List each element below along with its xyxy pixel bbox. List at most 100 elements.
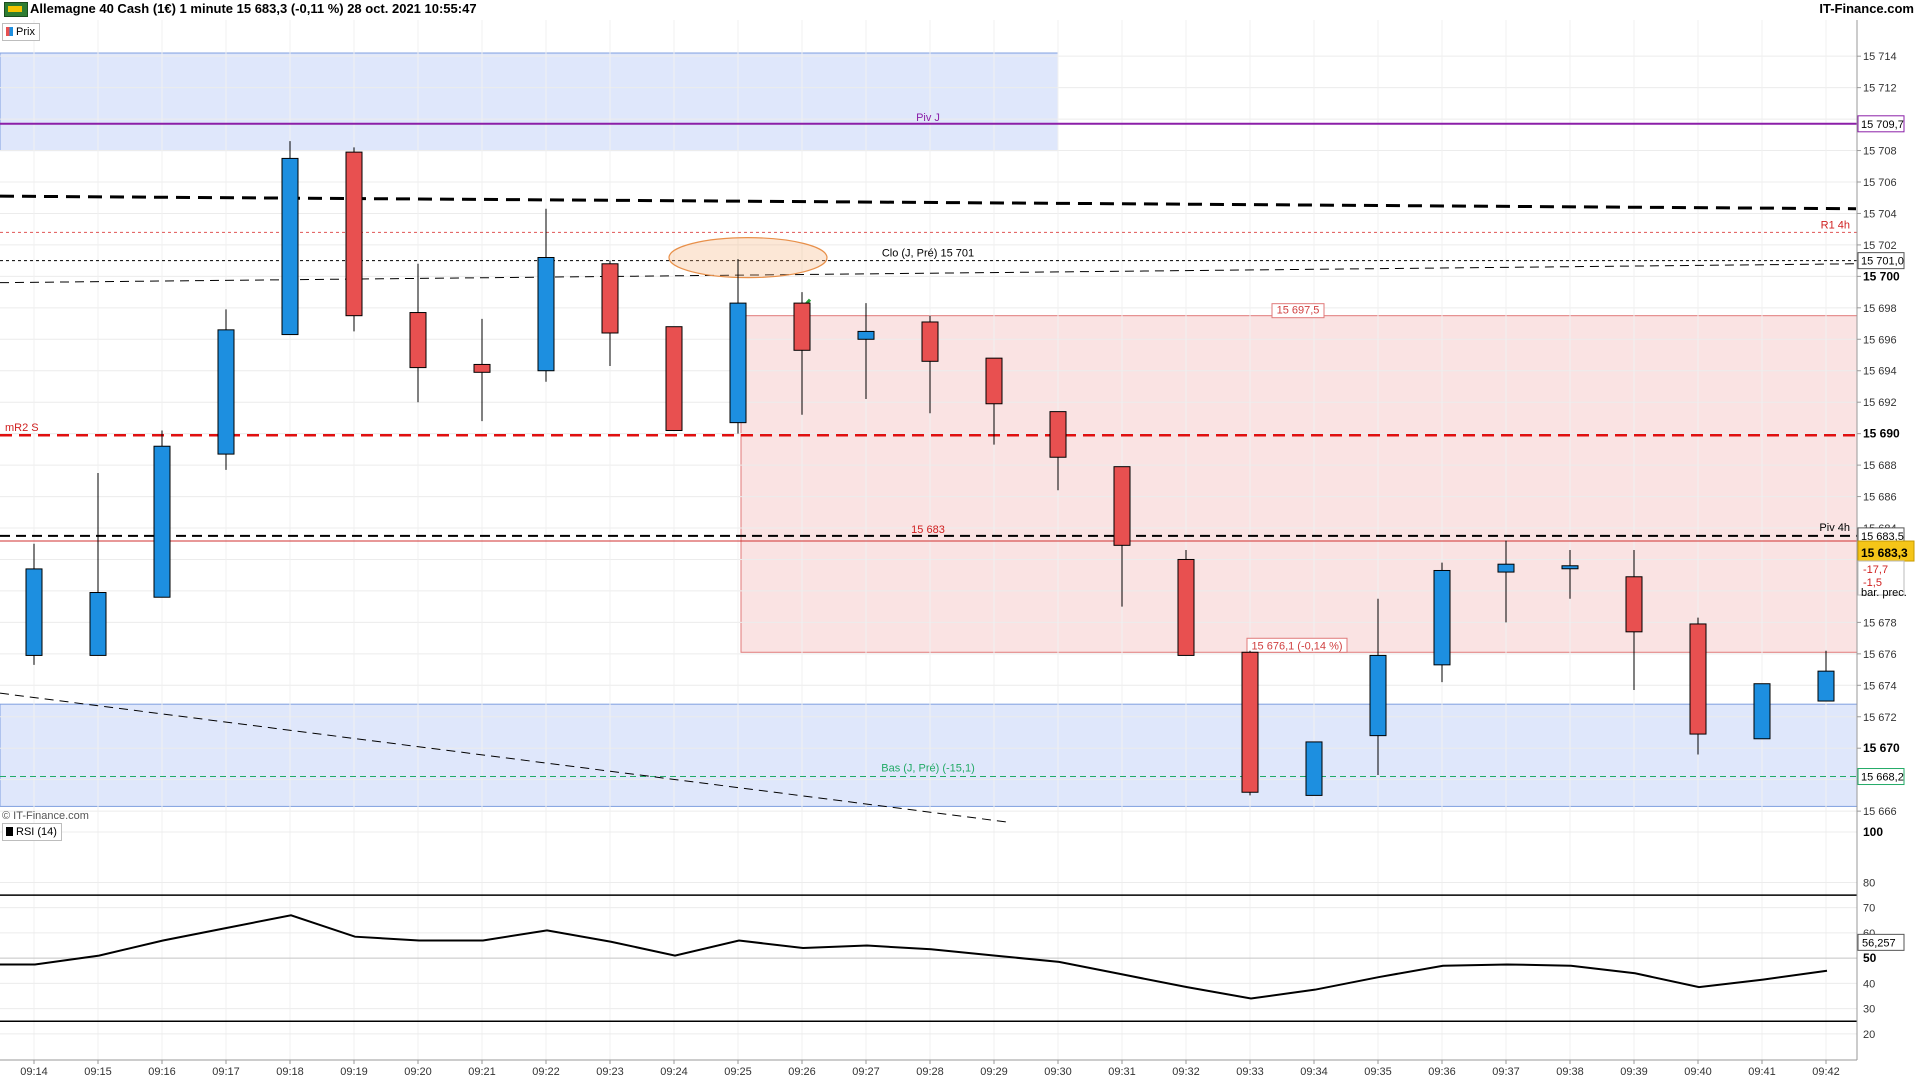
candle xyxy=(1241,650,1259,796)
candle-body xyxy=(793,302,811,351)
time-tick-label: 09:15 xyxy=(84,1066,112,1078)
candle xyxy=(1753,683,1771,740)
candle xyxy=(25,543,43,665)
time-tick-label: 09:26 xyxy=(788,1066,816,1078)
change-prev-label: bar. prec. xyxy=(1861,587,1907,599)
candle-body xyxy=(1113,466,1131,546)
price-tick-label: 15 702 xyxy=(1863,240,1897,252)
rsi-legend-icon xyxy=(6,827,13,836)
price-tick-label: 15 698 xyxy=(1863,303,1897,315)
price-legend[interactable]: Prix xyxy=(2,23,40,41)
candle-body xyxy=(1241,651,1259,793)
r1-4h-label: R1 4h xyxy=(1821,219,1850,231)
time-axis: 09:14 09:15 09:16 09:17 09:18 09:19 09:20 09:21… xyxy=(0,1059,1857,1078)
candle-body xyxy=(1689,623,1707,735)
candle xyxy=(1497,540,1515,623)
price-tick-label: 15 706 xyxy=(1863,177,1897,189)
change-box xyxy=(1857,560,1905,596)
candle xyxy=(537,208,555,382)
clo-axis-tag: 15 701,0 xyxy=(1861,256,1904,268)
blue-zone-upper xyxy=(0,52,1059,152)
rsi-tick-label: 80 xyxy=(1863,877,1875,889)
time-tick-label: 09:38 xyxy=(1556,1066,1584,1078)
rsi-tick-label: 30 xyxy=(1863,1004,1875,1016)
candle xyxy=(1113,466,1131,607)
price-tick-label: 15 688 xyxy=(1863,460,1897,472)
candle-body xyxy=(1561,565,1579,570)
time-tick-label: 09:34 xyxy=(1300,1066,1328,1078)
candle xyxy=(281,141,299,336)
time-tick-label: 09:35 xyxy=(1364,1066,1392,1078)
candle xyxy=(1369,598,1387,775)
candle-body xyxy=(1753,683,1771,740)
candle-body xyxy=(985,357,1003,405)
candle xyxy=(729,259,747,434)
trend-line xyxy=(0,692,1009,823)
piv-4h-axis-tag: 15 683,5 xyxy=(1861,531,1904,543)
time-tick-label: 09:23 xyxy=(596,1066,624,1078)
rsi-line xyxy=(0,914,1828,1000)
time-tick-label: 09:14 xyxy=(20,1066,48,1078)
chart-title: Allemagne 40 Cash (1€) 1 minute 15 683,3… xyxy=(30,1,477,16)
rsi-panel: 2030405060708010056,257 xyxy=(0,825,1905,1041)
change-points: -17,7 xyxy=(1863,564,1888,576)
candle xyxy=(601,260,619,367)
candle xyxy=(985,357,1003,445)
price-tick-label: 15 678 xyxy=(1863,617,1897,629)
time-tick-label: 09:39 xyxy=(1620,1066,1648,1078)
zones-layer xyxy=(0,52,1858,807)
candle-body xyxy=(1049,411,1067,458)
candles-layer[interactable] xyxy=(25,141,1835,796)
clo-axis-tag-box xyxy=(1857,252,1905,270)
candle-body xyxy=(1177,558,1195,656)
candle-body xyxy=(857,330,875,340)
candle xyxy=(1561,550,1579,599)
red-zone-top-tag: 15 697,5 xyxy=(1277,305,1320,317)
candle xyxy=(1817,650,1835,702)
candle-body xyxy=(473,363,491,373)
time-tick-label: 09:24 xyxy=(660,1066,688,1078)
candle-body xyxy=(537,256,555,372)
candle-body xyxy=(217,329,235,455)
candle-body xyxy=(89,592,107,656)
time-tick-label: 09:21 xyxy=(468,1066,496,1078)
current-price-label: 15 683,3 xyxy=(1861,546,1908,560)
piv-4h-center-label: 15 683 xyxy=(911,524,945,536)
candle xyxy=(1305,741,1323,796)
clo-j-pre-label: Clo (J, Pré) 15 701 xyxy=(882,248,974,260)
grid-layer xyxy=(0,20,1857,1060)
candle xyxy=(1689,617,1707,755)
rsi-tick-label: 20 xyxy=(1863,1029,1875,1041)
chart-header: Allemagne 40 Cash (1€) 1 minute 15 683,3… xyxy=(0,0,1920,17)
candle xyxy=(665,326,683,432)
time-tick-label: 09:42 xyxy=(1812,1066,1840,1078)
price-tick-label: 15 690 xyxy=(1863,427,1900,441)
app-logo-icon xyxy=(4,2,28,17)
highlight-ellipse xyxy=(668,237,828,279)
candle-body xyxy=(345,151,363,317)
candle xyxy=(793,292,811,415)
time-tick-label: 09:31 xyxy=(1108,1066,1136,1078)
brand-name: IT-Finance.com xyxy=(1819,1,1914,16)
time-tick-label: 09:18 xyxy=(276,1066,304,1078)
piv-4h-label: Piv 4h xyxy=(1819,522,1850,534)
candle xyxy=(857,303,875,400)
rsi-legend[interactable]: RSI (14) xyxy=(2,823,62,841)
time-tick-label: 09:41 xyxy=(1748,1066,1776,1078)
candle-legend-icon xyxy=(6,27,13,36)
time-tick-label: 09:16 xyxy=(148,1066,176,1078)
price-tick-label: 15 686 xyxy=(1863,492,1897,504)
piv-j-label: Piv J xyxy=(916,112,940,124)
time-tick-label: 09:28 xyxy=(916,1066,944,1078)
time-tick-label: 09:27 xyxy=(852,1066,880,1078)
candle xyxy=(217,309,235,470)
candle-body xyxy=(1497,563,1515,573)
time-tick-label: 09:36 xyxy=(1428,1066,1456,1078)
rsi-current-box xyxy=(1857,933,1905,951)
price-tick-label: 15 670 xyxy=(1863,741,1900,755)
candle-body xyxy=(665,326,683,432)
candle-body xyxy=(1369,654,1387,737)
time-tick-label: 09:19 xyxy=(340,1066,368,1078)
